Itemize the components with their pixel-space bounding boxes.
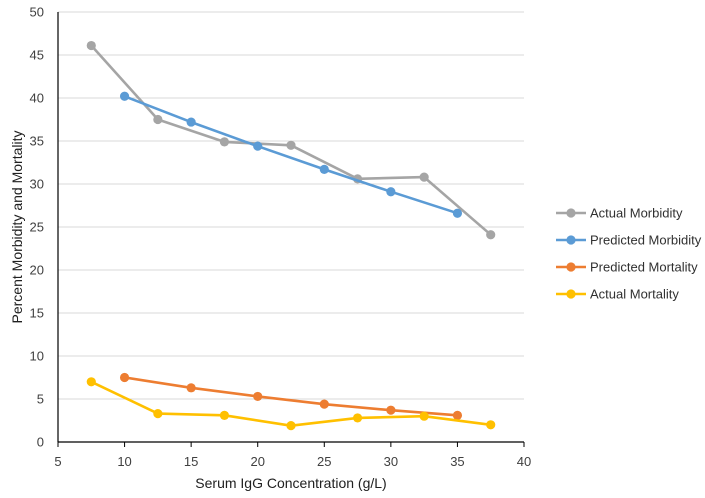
y-tick-label-5: 5 [37, 392, 44, 407]
data-series [86, 40, 496, 431]
data-point [153, 409, 163, 419]
legend-item-actual-morbidity: Actual Morbidity [556, 206, 683, 221]
legend-marker [566, 235, 576, 245]
legend-item-actual-mortality: Actual Mortality [556, 287, 679, 302]
legend-label: Predicted Morbidity [590, 233, 702, 248]
data-point [419, 411, 429, 421]
data-point [119, 372, 130, 383]
data-point [486, 230, 496, 240]
data-point [319, 164, 329, 174]
x-tick-label-40: 40 [517, 454, 531, 469]
y-tick-label-25: 25 [30, 220, 44, 235]
data-point [419, 172, 429, 182]
x-tick-label-30: 30 [384, 454, 398, 469]
data-point [486, 420, 496, 430]
x-tick-label-10: 10 [117, 454, 131, 469]
x-tick-label-35: 35 [450, 454, 464, 469]
series-line [124, 95, 458, 215]
y-tick-label-30: 30 [30, 177, 44, 192]
data-point [386, 405, 396, 415]
legend-item-predicted-morbidity: Predicted Morbidity [556, 233, 702, 248]
y-tick-label-45: 45 [30, 48, 44, 63]
legend-marker [566, 289, 576, 299]
x-tick-label-20: 20 [250, 454, 264, 469]
series-actual-mortality [86, 377, 496, 431]
data-point [286, 140, 296, 150]
x-axis-ticks: 5 10 15 20 25 30 35 40 [54, 454, 531, 469]
x-tick-label-15: 15 [184, 454, 198, 469]
y-axis-ticks: 0 5 10 15 20 25 30 35 40 45 50 [30, 5, 44, 450]
y-tick-label-20: 20 [30, 263, 44, 278]
x-tick-label-25: 25 [317, 454, 331, 469]
series-actual-morbidity [86, 40, 496, 240]
data-point [186, 117, 196, 127]
data-point [452, 410, 463, 420]
x-tick-label-5: 5 [54, 454, 61, 469]
data-point [452, 208, 463, 218]
legend: Actual Morbidity Predicted Morbidity Predi… [556, 206, 702, 302]
legend-label: Actual Morbidity [590, 206, 683, 221]
data-point [219, 137, 230, 147]
y-axis-title: Percent Morbidity and Mortality [9, 131, 25, 324]
data-point [219, 410, 230, 420]
data-point [286, 421, 296, 431]
legend-marker [566, 262, 576, 272]
data-point [186, 383, 196, 393]
data-point [319, 399, 329, 409]
series-line [90, 380, 491, 428]
gridlines [58, 11, 524, 400]
legend-item-predicted-mortality: Predicted Mortality [556, 260, 698, 275]
y-tick-label-50: 50 [30, 5, 44, 20]
x-axis-title: Serum IgG Concentration (g/L) [195, 475, 386, 491]
series-line [124, 376, 458, 417]
series-line [90, 44, 492, 236]
y-tick-label-40: 40 [30, 91, 44, 106]
y-tick-label-10: 10 [30, 349, 44, 364]
data-point [253, 141, 263, 151]
data-point [253, 391, 263, 402]
y-tick-label-35: 35 [30, 134, 44, 149]
data-point [119, 91, 130, 101]
legend-label: Actual Mortality [590, 287, 679, 302]
data-point [153, 114, 163, 125]
data-point [86, 377, 96, 387]
y-tick-label-15: 15 [30, 306, 44, 321]
series-predicted-morbidity [119, 91, 463, 218]
data-point [352, 413, 363, 423]
data-point [386, 187, 396, 197]
y-tick-label-0: 0 [37, 435, 44, 450]
data-point [86, 40, 96, 51]
legend-label: Predicted Mortality [590, 260, 698, 275]
axes [57, 12, 525, 447]
series-predicted-mortality [119, 372, 463, 420]
legend-marker [566, 208, 576, 218]
